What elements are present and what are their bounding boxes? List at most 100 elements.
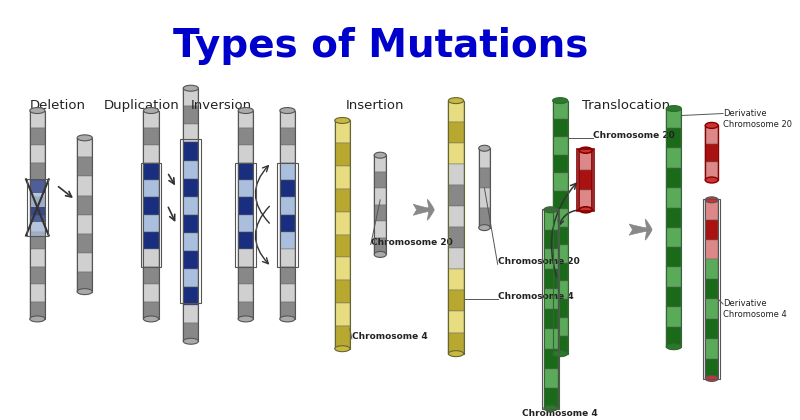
Bar (666, 307, 682, 327)
Bar (183, 287, 198, 305)
Bar (143, 267, 158, 284)
Bar (544, 329, 558, 349)
Bar (374, 155, 386, 172)
Text: Chromosome 20: Chromosome 20 (594, 131, 675, 140)
Bar (666, 188, 682, 208)
Bar (553, 299, 568, 318)
Bar (143, 284, 158, 302)
Bar (77, 157, 92, 176)
Bar (449, 312, 463, 333)
Text: Inversion: Inversion (190, 99, 252, 112)
Bar (334, 303, 350, 326)
Bar (77, 273, 92, 291)
Bar (449, 101, 463, 122)
Text: Types of Mutations: Types of Mutations (173, 27, 588, 65)
Bar (238, 249, 254, 267)
Bar (706, 359, 718, 378)
Bar (666, 267, 682, 287)
Bar (30, 110, 45, 319)
Bar (143, 128, 158, 145)
Ellipse shape (706, 375, 718, 381)
Bar (478, 148, 490, 228)
Bar (579, 150, 592, 210)
Bar (544, 289, 558, 309)
Bar (334, 326, 350, 349)
Bar (478, 168, 490, 188)
Bar (280, 197, 295, 215)
Bar (183, 124, 198, 142)
Bar (143, 249, 158, 267)
Bar (277, 163, 298, 267)
Text: Chromosome 4: Chromosome 4 (522, 409, 598, 418)
Text: Chromosome 4: Chromosome 4 (498, 292, 574, 301)
Ellipse shape (238, 108, 254, 113)
Bar (544, 249, 558, 269)
Bar (30, 110, 45, 128)
Bar (374, 155, 386, 255)
Bar (77, 234, 92, 253)
Bar (374, 188, 386, 205)
Ellipse shape (449, 351, 463, 357)
Bar (706, 319, 718, 339)
Bar (334, 121, 350, 349)
Ellipse shape (666, 344, 682, 350)
Bar (544, 388, 558, 408)
Bar (30, 163, 45, 180)
Bar (553, 119, 568, 137)
Ellipse shape (280, 316, 295, 322)
Bar (478, 208, 490, 228)
Bar (30, 197, 45, 215)
Bar (553, 318, 568, 336)
Text: Insertion: Insertion (346, 99, 405, 112)
Bar (143, 215, 158, 232)
Bar (666, 287, 682, 307)
Bar (449, 164, 463, 185)
Bar (334, 212, 350, 235)
Bar (183, 323, 198, 341)
Bar (30, 232, 45, 249)
Bar (706, 126, 718, 144)
Bar (280, 163, 295, 180)
Bar (706, 239, 718, 260)
Bar (706, 339, 718, 359)
Bar (280, 302, 295, 319)
Bar (449, 290, 463, 312)
Bar (449, 206, 463, 227)
Bar (449, 269, 463, 290)
Ellipse shape (553, 351, 568, 357)
Ellipse shape (334, 346, 350, 352)
Bar (238, 110, 254, 128)
Bar (666, 129, 682, 148)
Bar (544, 349, 558, 368)
Ellipse shape (183, 85, 198, 91)
Bar (235, 163, 256, 267)
Ellipse shape (579, 147, 592, 153)
Ellipse shape (666, 105, 682, 112)
Bar (544, 210, 558, 230)
Bar (478, 188, 490, 208)
Bar (238, 145, 254, 163)
Bar (703, 199, 720, 379)
Bar (238, 163, 254, 180)
Bar (666, 247, 682, 267)
Bar (143, 232, 158, 249)
Bar (238, 215, 254, 232)
Ellipse shape (238, 316, 254, 322)
Ellipse shape (77, 135, 92, 141)
Bar (706, 279, 718, 299)
Ellipse shape (374, 252, 386, 257)
Bar (183, 160, 198, 178)
Bar (30, 221, 45, 236)
Ellipse shape (478, 225, 490, 231)
Text: Deletion: Deletion (30, 99, 86, 112)
Bar (542, 209, 559, 409)
Bar (238, 128, 254, 145)
Ellipse shape (706, 177, 718, 183)
Bar (77, 253, 92, 273)
Bar (183, 251, 198, 269)
Bar (280, 128, 295, 145)
Bar (280, 215, 295, 232)
Bar (666, 148, 682, 168)
Text: Translocation: Translocation (582, 99, 670, 112)
Text: Chromosome 20: Chromosome 20 (498, 257, 579, 266)
